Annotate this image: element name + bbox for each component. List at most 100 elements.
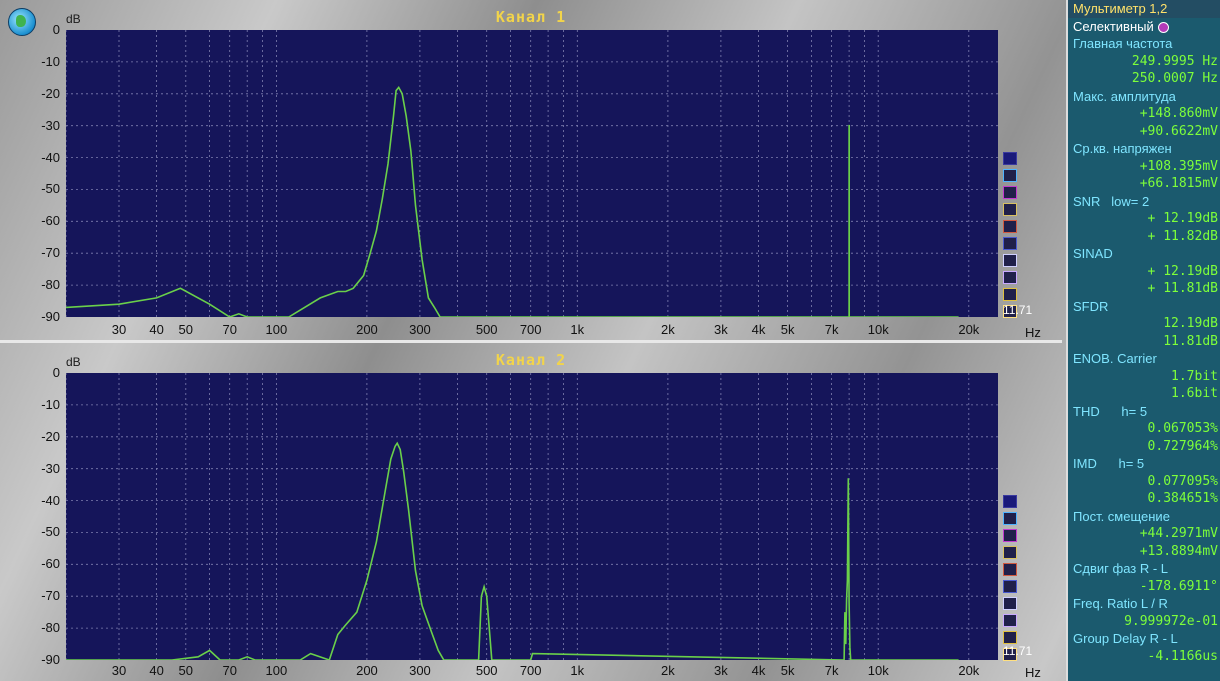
thd-value-2: 0.727964% — [1147, 438, 1218, 454]
legend-swatch[interactable] — [1003, 648, 1017, 661]
rms-value-2: +66.1815mV — [1139, 176, 1218, 191]
group-delay-label: Group Delay R - L — [1073, 631, 1178, 646]
multimeter-header[interactable]: Мультиметр 1,2 — [1068, 0, 1220, 18]
max-amp-value-2: +90.6622mV — [1139, 123, 1218, 139]
channel-2-panel: Канал 2 dB 0 -10 -20 -30 -40 -50 -60 -70 -80 -90 … — [0, 343, 1062, 681]
legend-swatch[interactable] — [1003, 305, 1017, 318]
y-tick-label: -50 — [41, 524, 60, 540]
y-tick-label: 0 — [52, 365, 60, 380]
channel-2-spectrum-chart[interactable] — [65, 373, 998, 662]
freq-ratio-value: 9.999972e-01 — [1124, 613, 1218, 629]
thd-label[interactable]: THD h= 5 — [1073, 403, 1148, 419]
imd-value-2: 0.384651% — [1147, 491, 1218, 506]
x-tick-label: 40 — [149, 322, 164, 337]
max-amp-label: Макс. амплитуда — [1073, 88, 1176, 104]
y-tick-label: -30 — [41, 117, 60, 133]
group-delay-value: -4.1166us — [1147, 648, 1218, 664]
imd-value-1: 0.077095% — [1147, 473, 1218, 489]
multimeter-panel: Мультиметр 1,2 Селективный Главная часто… — [1066, 0, 1220, 681]
y-tick-label: -50 — [41, 181, 60, 197]
x-tick-label: 700 — [519, 663, 542, 678]
channel-1-plot[interactable] — [65, 30, 998, 318]
x-tick-label: 300 — [409, 322, 431, 337]
legend-swatch[interactable] — [1003, 546, 1017, 559]
y-tick-label: -10 — [41, 396, 60, 412]
legend-swatch[interactable] — [1003, 186, 1017, 199]
channel-1-db-label: dB — [66, 12, 81, 26]
globe-icon[interactable] — [8, 8, 36, 36]
legend-swatch[interactable] — [1003, 614, 1017, 627]
legend-swatch[interactable] — [1003, 220, 1017, 233]
legend-swatch[interactable] — [1003, 597, 1017, 610]
sfdr-value-1: 12.19dB — [1163, 316, 1218, 331]
sinad-value-1: + 12.19dB — [1147, 263, 1218, 279]
legend-swatch[interactable] — [1003, 495, 1017, 508]
legend-swatch[interactable] — [1003, 512, 1017, 525]
y-tick-label: -80 — [41, 277, 60, 293]
channel-2-title: Канал 2 — [495, 351, 567, 369]
x-tick-label: 70 — [222, 322, 237, 337]
legend-swatch[interactable] — [1003, 152, 1017, 165]
phase-shift-label: Сдвиг фаз R - L — [1073, 561, 1169, 576]
x-tick-label: 700 — [519, 322, 542, 337]
max-amp-value-1: +148.860mV — [1139, 106, 1218, 121]
legend-swatch[interactable] — [1003, 288, 1017, 301]
legend-swatch[interactable] — [1003, 580, 1017, 593]
sfdr-label: SFDR — [1073, 298, 1109, 314]
enob-label: ENOB. Carrier — [1073, 351, 1157, 366]
x-tick-label: 20k — [958, 322, 980, 337]
y-tick-label: -70 — [41, 245, 60, 261]
sinad-label: SINAD — [1073, 246, 1113, 261]
y-tick-label: -10 — [41, 53, 60, 69]
x-tick-label: 300 — [409, 663, 431, 678]
selective-toggle[interactable]: Селективный — [1068, 18, 1220, 36]
selective-label: Селективный — [1073, 18, 1154, 34]
legend-swatch[interactable] — [1003, 631, 1017, 644]
snr-label[interactable]: SNR low= 2 — [1073, 193, 1150, 209]
dc-offset-value-2: +13.8894mV — [1139, 543, 1218, 559]
legend-swatch[interactable] — [1003, 254, 1017, 267]
channel-1-panel: Канал 1 dB 0 -10 -20 -30 -40 -50 -60 -70 -80 -90 … — [0, 0, 1062, 340]
selective-indicator-icon[interactable] — [1157, 21, 1169, 33]
channel-1-hz-label: Hz — [1025, 325, 1041, 340]
x-tick-label: 1k — [570, 663, 585, 678]
channel-1-legend[interactable] — [1003, 152, 1017, 322]
y-tick-label: -70 — [41, 588, 60, 604]
phase-shift-value: -178.6911° — [1139, 578, 1218, 594]
panel-divider[interactable] — [0, 340, 1062, 343]
thd-value-1: 0.067053% — [1147, 421, 1218, 436]
legend-swatch[interactable] — [1003, 237, 1017, 250]
channel-2-plot[interactable] — [65, 373, 998, 662]
x-tick-label: 200 — [356, 322, 378, 337]
channel-2-db-label: dB — [66, 355, 81, 369]
y-tick-label: -30 — [41, 460, 60, 476]
x-tick-label: 10k — [867, 663, 889, 678]
legend-swatch[interactable] — [1003, 169, 1017, 182]
x-tick-label: 200 — [356, 663, 378, 678]
channel-1-title: Канал 1 — [495, 8, 567, 26]
x-tick-label: 4k — [751, 663, 766, 678]
x-tick-label: 3k — [714, 663, 728, 678]
snr-value-1: + 12.19dB — [1147, 211, 1218, 226]
main-freq-value-2: 250.0007 Hz — [1131, 71, 1218, 86]
imd-label[interactable]: IMD h= 5 — [1073, 456, 1145, 471]
sfdr-value-2: 11.81dB — [1163, 333, 1218, 349]
multimeter-title: Мультиметр 1,2 — [1073, 1, 1168, 16]
legend-swatch[interactable] — [1003, 271, 1017, 284]
channel-1-spectrum-chart[interactable] — [65, 30, 998, 318]
x-tick-label: 70 — [222, 663, 237, 678]
y-tick-label: -60 — [41, 213, 60, 229]
y-tick-label: -90 — [41, 652, 60, 667]
legend-swatch[interactable] — [1003, 203, 1017, 216]
legend-swatch[interactable] — [1003, 529, 1017, 542]
x-tick-label: 10k — [867, 322, 889, 337]
x-tick-label: 30 — [111, 322, 127, 337]
x-tick-label: 1k — [570, 322, 585, 337]
legend-swatch[interactable] — [1003, 563, 1017, 576]
x-tick-label: 500 — [475, 322, 498, 337]
x-tick-label: 3k — [714, 322, 728, 337]
channel-2-legend[interactable] — [1003, 495, 1017, 665]
dc-offset-label: Пост. смещение — [1073, 508, 1170, 524]
x-tick-label: 500 — [475, 663, 498, 678]
x-tick-label: 5k — [780, 322, 795, 337]
